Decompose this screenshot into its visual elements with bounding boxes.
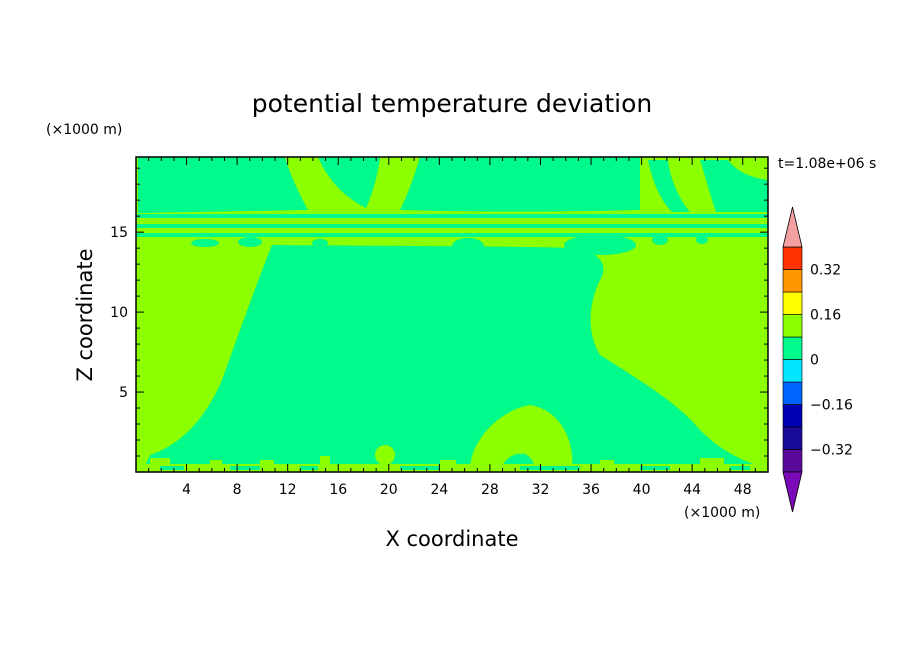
- bottom-speckles-neg: [160, 466, 750, 470]
- chart-title: potential temperature deviation: [252, 89, 652, 118]
- colorbar: −0.32 −0.16 0 0.16 0.32: [782, 206, 853, 513]
- negative-region-top-right: [648, 160, 690, 212]
- colorbar-segment: [782, 269, 803, 293]
- x-tick-label: 24: [430, 482, 448, 498]
- colorbar-segment: [782, 449, 803, 473]
- colorbar-segment: [782, 426, 803, 450]
- x-tick-label: 32: [532, 482, 550, 498]
- colorbar-segment: [782, 359, 803, 383]
- x-axis-label: X coordinate: [385, 527, 518, 551]
- y-tick-label: 10: [110, 305, 128, 321]
- y-axis-label: Z coordinate: [73, 248, 97, 381]
- y-tick-label: 5: [119, 385, 128, 401]
- x-tick-label: 16: [329, 482, 347, 498]
- x-tick-label: 48: [734, 482, 752, 498]
- colorbar-label: 0: [810, 353, 819, 369]
- contour-field: [136, 157, 768, 472]
- x-tick-label: 8: [233, 482, 242, 498]
- y-tick-label: 15: [110, 225, 128, 241]
- positive-blob-bottom: [470, 405, 573, 470]
- x-tick-label: 4: [182, 482, 191, 498]
- colorbar-over-arrow: [782, 206, 803, 248]
- x-tick-label: 40: [633, 482, 651, 498]
- colorbar-label: 0.32: [810, 263, 841, 279]
- colorbar-segment: [782, 246, 803, 270]
- colorbar-label: 0.16: [810, 308, 841, 324]
- negative-region-top-middle: [318, 157, 380, 208]
- colorbar-segment: [782, 381, 803, 405]
- colorbar-segment: [782, 404, 803, 428]
- colorbar-under-arrow: [782, 471, 803, 513]
- negative-region-center: [145, 245, 760, 466]
- layer-band: [136, 214, 768, 255]
- negative-region-top-middle-2: [400, 157, 640, 212]
- colorbar-label: −0.32: [810, 443, 853, 459]
- time-label: t=1.08e+06 s: [778, 156, 876, 172]
- negative-region-top-left: [138, 157, 308, 213]
- y-unit-label: (×1000 m): [46, 122, 122, 138]
- x-tick-label: 36: [582, 482, 600, 498]
- colorbar-label: −0.16: [810, 398, 853, 414]
- x-tick-label: 44: [683, 482, 701, 498]
- x-tick-label: 20: [380, 482, 398, 498]
- x-tick-label: 12: [279, 482, 297, 498]
- colorbar-segment: [782, 291, 803, 315]
- x-unit-label: (×1000 m): [684, 505, 760, 521]
- negative-region-top-right-2: [700, 160, 768, 212]
- colorbar-segment: [782, 314, 803, 338]
- positive-speck: [375, 445, 395, 465]
- colorbar-segment: [782, 336, 803, 360]
- x-tick-label: 28: [481, 482, 499, 498]
